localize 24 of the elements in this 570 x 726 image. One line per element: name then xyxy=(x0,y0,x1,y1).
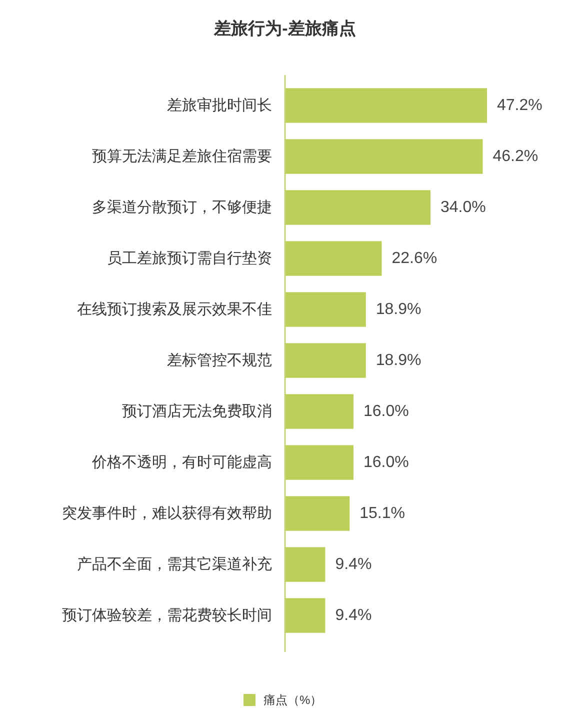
category-label: 员工差旅预订需自行垫资 xyxy=(107,250,272,267)
category-label: 产品不全面，需其它渠道补充 xyxy=(77,556,272,573)
category-label: 价格不透明，有时可能虚高 xyxy=(92,454,272,471)
category-label: 预订体验较差，需花费较长时间 xyxy=(62,607,272,624)
category-label: 差标管控不规范 xyxy=(167,352,272,369)
value-label: 46.2% xyxy=(492,148,538,165)
value-label: 15.1% xyxy=(360,505,405,522)
category-label: 差旅审批时间长 xyxy=(167,97,272,114)
value-label: 18.9% xyxy=(376,352,422,369)
value-label: 22.6% xyxy=(392,250,438,267)
category-label: 在线预订搜索及展示效果不佳 xyxy=(77,301,272,318)
category-label: 突发事件时，难以获得有效帮助 xyxy=(62,505,272,522)
value-label: 9.4% xyxy=(335,556,372,573)
value-label: 34.0% xyxy=(440,199,486,216)
value-label: 18.9% xyxy=(376,301,422,318)
value-label: 16.0% xyxy=(363,454,409,471)
legend-label: 痛点（%） xyxy=(264,693,322,707)
category-label: 预算无法满足差旅住宿需要 xyxy=(92,148,272,165)
value-label: 47.2% xyxy=(497,97,542,114)
category-label: 预订酒店无法免费取消 xyxy=(122,403,272,420)
category-label: 多渠道分散预订，不够便捷 xyxy=(92,199,272,216)
title: 差旅行为-差旅痛点 xyxy=(214,19,356,38)
value-label: 16.0% xyxy=(363,403,409,420)
value-label: 9.4% xyxy=(335,607,372,624)
